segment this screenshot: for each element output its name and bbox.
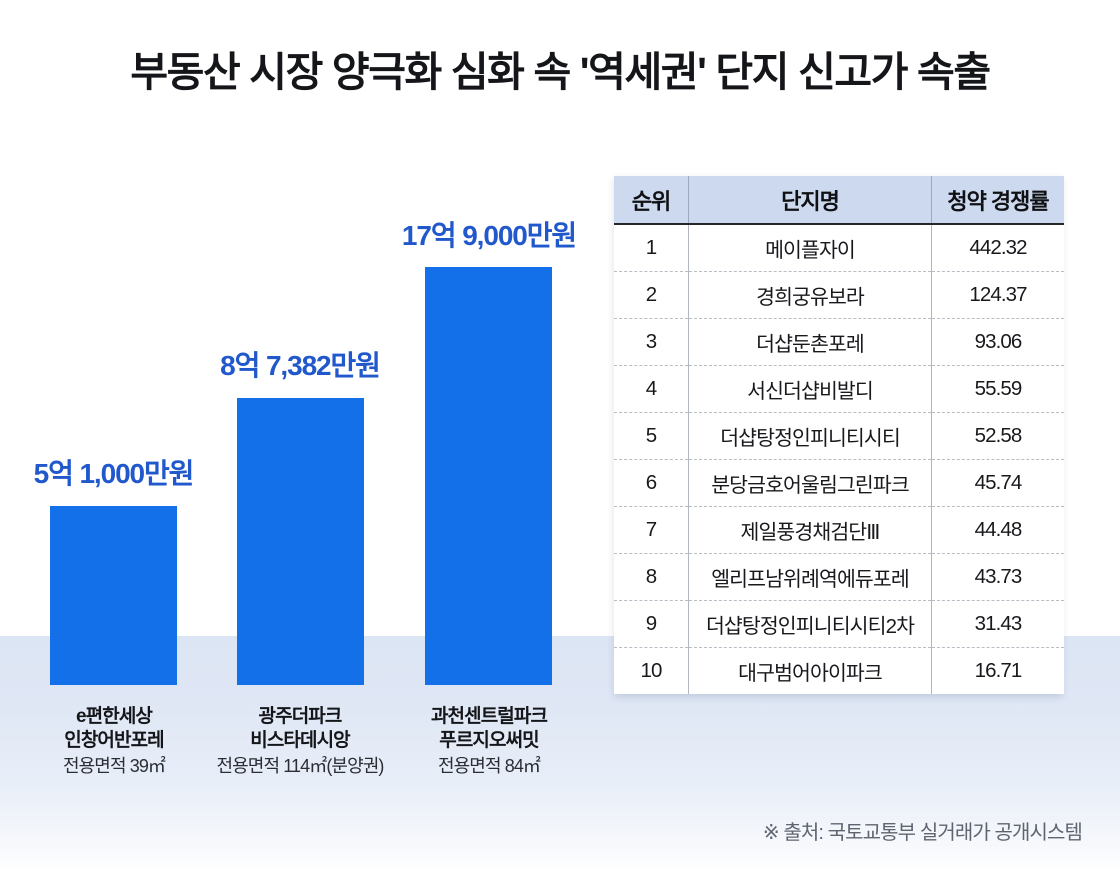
table-row: 8 엘리프남위례역에듀포레 43.73 (614, 553, 1064, 601)
bar-column (425, 267, 552, 685)
table-row: 9 더샵탕정인피니티시티2차 31.43 (614, 600, 1064, 648)
cell-competition-ratio: 52.58 (931, 412, 1064, 460)
bar-value-label: 8억 7,382만원 (220, 350, 381, 381)
column-header-rank: 순위 (614, 176, 689, 225)
table-row: 7 제일풍경채검단Ⅲ 44.48 (614, 506, 1064, 554)
cell-complex-name: 더샵탕정인피니티시티 (688, 412, 932, 460)
cell-rank: 2 (614, 271, 689, 319)
cell-rank: 5 (614, 412, 689, 460)
source-note: ※ 출처: 국토교통부 실거래가 공개시스템 (762, 822, 1083, 844)
bar-chart: 5억 1,000만원 e편한세상 인창어반포레 전용면적 39㎡ 8억 7,38… (0, 220, 578, 778)
cell-complex-name: 제일풍경채검단Ⅲ (688, 506, 932, 554)
table-row: 10 대구범어아이파크 16.71 (614, 647, 1064, 694)
bar-category-label: e편한세상 인창어반포레 전용면적 39㎡ (0, 705, 244, 778)
cell-competition-ratio: 55.59 (931, 365, 1064, 413)
cell-competition-ratio: 43.73 (931, 553, 1064, 601)
table-row: 2 경희궁유보라 124.37 (614, 271, 1064, 319)
cell-competition-ratio: 93.06 (931, 318, 1064, 366)
bar-name-line2: 인창어반포레 (64, 730, 164, 752)
cell-rank: 3 (614, 318, 689, 366)
bar-name-line2: 푸르지오써밋 (439, 730, 539, 752)
cell-complex-name: 대구범어아이파크 (688, 647, 932, 694)
bar-category-label: 광주더파크 비스타데시앙 전용면적 114㎡(분양권) (170, 705, 430, 778)
bar-value-label: 17억 9,000만원 (401, 220, 577, 251)
cell-rank: 6 (614, 459, 689, 507)
cell-competition-ratio: 45.74 (931, 459, 1064, 507)
bar-value-label: 5억 1,000만원 (33, 458, 195, 489)
bar-name-line1: 광주더파크 (258, 706, 343, 727)
bar-name-line1: 과천센트럴파크 (430, 706, 548, 727)
table-header-row: 순위 단지명 청약 경쟁률 (614, 176, 1064, 225)
cell-competition-ratio: 44.48 (931, 506, 1064, 554)
table-row: 1 메이플자이 442.32 (614, 224, 1064, 272)
cell-rank: 8 (614, 553, 689, 601)
cell-rank: 1 (614, 224, 689, 272)
cell-complex-name: 더샵둔촌포레 (688, 318, 932, 366)
cell-competition-ratio: 442.32 (931, 224, 1064, 272)
bar-area-label: 전용면적 39㎡ (62, 756, 166, 777)
cell-competition-ratio: 124.37 (931, 271, 1064, 319)
table-row: 4 서신더샵비발디 55.59 (614, 365, 1064, 413)
column-header-complex-name: 단지명 (688, 176, 932, 225)
cell-complex-name: 분당금호어울림그린파크 (688, 459, 932, 507)
table-row: 6 분당금호어울림그린파크 45.74 (614, 459, 1064, 507)
cell-complex-name: 엘리프남위례역에듀포레 (688, 553, 932, 601)
cell-rank: 9 (614, 600, 689, 648)
bar-name-line1: e편한세상 (76, 706, 153, 727)
bar-area-label: 전용면적 84㎡ (437, 756, 541, 777)
bar-column (237, 398, 364, 685)
cell-rank: 10 (614, 647, 689, 694)
cell-rank: 7 (614, 506, 689, 554)
bar-category-label: 과천센트럴파크 푸르지오써밋 전용면적 84㎡ (358, 705, 620, 778)
cell-competition-ratio: 16.71 (931, 647, 1064, 694)
table-row: 5 더샵탕정인피니티시티 52.58 (614, 412, 1064, 460)
cell-competition-ratio: 31.43 (931, 600, 1064, 648)
bar-column (50, 506, 177, 685)
cell-complex-name: 경희궁유보라 (688, 271, 932, 319)
bar-name-line2: 비스타데시앙 (250, 730, 350, 752)
page-title: 부동산 시장 양극화 심화 속 '역세권' 단지 신고가 속출 (130, 49, 991, 95)
column-header-competition-ratio: 청약 경쟁률 (931, 176, 1064, 225)
cell-complex-name: 서신더샵비발디 (688, 365, 932, 413)
table-body: 1 메이플자이 442.32 2 경희궁유보라 124.37 3 더샵둔촌포레 93.06 4 서신… (614, 224, 1064, 694)
subscription-ranking-table: 순위 단지명 청약 경쟁률 1 메이플자이 442.32 2 경희궁유보라 124.37 3… (614, 176, 1064, 694)
table-row: 3 더샵둔촌포레 93.06 (614, 318, 1064, 366)
cell-complex-name: 더샵탕정인피니티시티2차 (688, 600, 932, 648)
cell-rank: 4 (614, 365, 689, 413)
bar-area-label: 전용면적 114㎡(분양권) (216, 756, 384, 777)
cell-complex-name: 메이플자이 (688, 224, 932, 272)
